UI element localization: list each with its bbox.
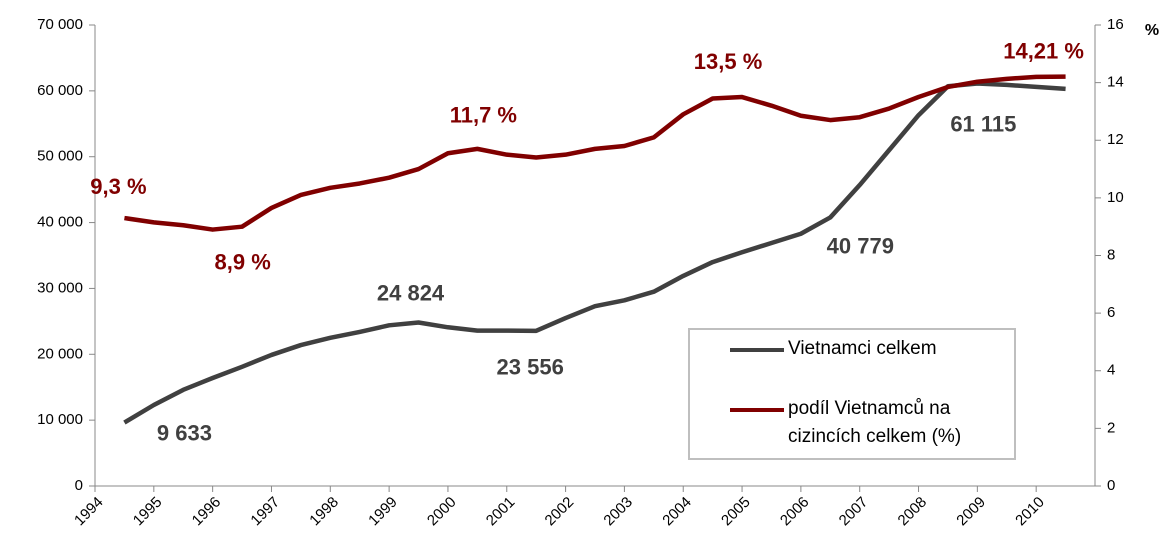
legend: Vietnamci celkem podíl Vietnamců na cizin… [688, 328, 1016, 460]
x-tick-label: 2007 [836, 494, 872, 530]
x-tick-label: 2002 [542, 494, 578, 530]
data-label: 14,21 % [1003, 38, 1084, 63]
data-label: 13,5 % [694, 49, 763, 74]
legend-label: Vietnamci celkem [788, 338, 937, 359]
y2-tick-label: 8 [1107, 246, 1115, 263]
x-tick-label: 2001 [483, 494, 519, 530]
y-tick-label: 30 000 [37, 279, 83, 296]
y-tick-label: 60 000 [37, 82, 83, 99]
y2-tick-label: 12 [1107, 131, 1124, 148]
x-tick-label: 1995 [130, 494, 166, 530]
y-tick-label: 70 000 [37, 16, 83, 33]
legend-label: podíl Vietnamců na cizincích celkem (%) [788, 398, 962, 447]
legend-swatch [730, 408, 784, 412]
x-tick-label: 2004 [659, 494, 695, 530]
x-tick-label: 1994 [71, 494, 107, 530]
y2-tick-label: 10 [1107, 189, 1124, 206]
x-tick-label: 1997 [247, 494, 283, 530]
data-label: 40 779 [827, 233, 894, 258]
data-label: 23 556 [497, 355, 564, 380]
data-label: 9 633 [157, 420, 212, 445]
y-tick-label: 20 000 [37, 345, 83, 362]
x-tick-label: 2008 [895, 494, 931, 530]
data-label: 24 824 [377, 280, 445, 305]
series-line [124, 74, 1066, 232]
data-label: 9,3 % [90, 174, 146, 199]
series-line [123, 81, 1066, 425]
y2-tick-label: 4 [1107, 362, 1115, 379]
data-label: 8,9 % [215, 249, 271, 274]
data-label: 61 115 [950, 111, 1016, 136]
y2-tick-label: 0 [1107, 477, 1115, 494]
y-tick-label: 10 000 [37, 411, 83, 428]
legend-swatch [730, 348, 784, 352]
y2-tick-label: 6 [1107, 304, 1115, 321]
x-tick-label: 1998 [306, 494, 342, 530]
data-label: 11,7 % [450, 103, 517, 128]
x-tick-label: 2000 [424, 494, 460, 530]
y-tick-label: 50 000 [37, 148, 83, 165]
y-tick-label: 0 [75, 477, 83, 494]
x-tick-label: 2009 [953, 494, 989, 530]
x-tick-label: 2003 [600, 494, 636, 530]
y2-tick-label: 16 [1107, 16, 1124, 33]
x-tick-label: 2005 [718, 494, 754, 530]
y-tick-label: 40 000 [37, 214, 83, 231]
legend-item: Vietnamci celkem [730, 338, 1003, 363]
x-tick-label: 1999 [365, 494, 401, 530]
y2-axis-label: % [1145, 22, 1159, 39]
x-tick-label: 2006 [777, 494, 813, 530]
y2-tick-label: 2 [1107, 419, 1115, 436]
x-tick-label: 2010 [1012, 494, 1048, 530]
y2-tick-label: 14 [1107, 74, 1124, 91]
legend-item: podíl Vietnamců na cizincích celkem (%) [730, 398, 1003, 451]
x-tick-label: 1996 [189, 494, 225, 530]
